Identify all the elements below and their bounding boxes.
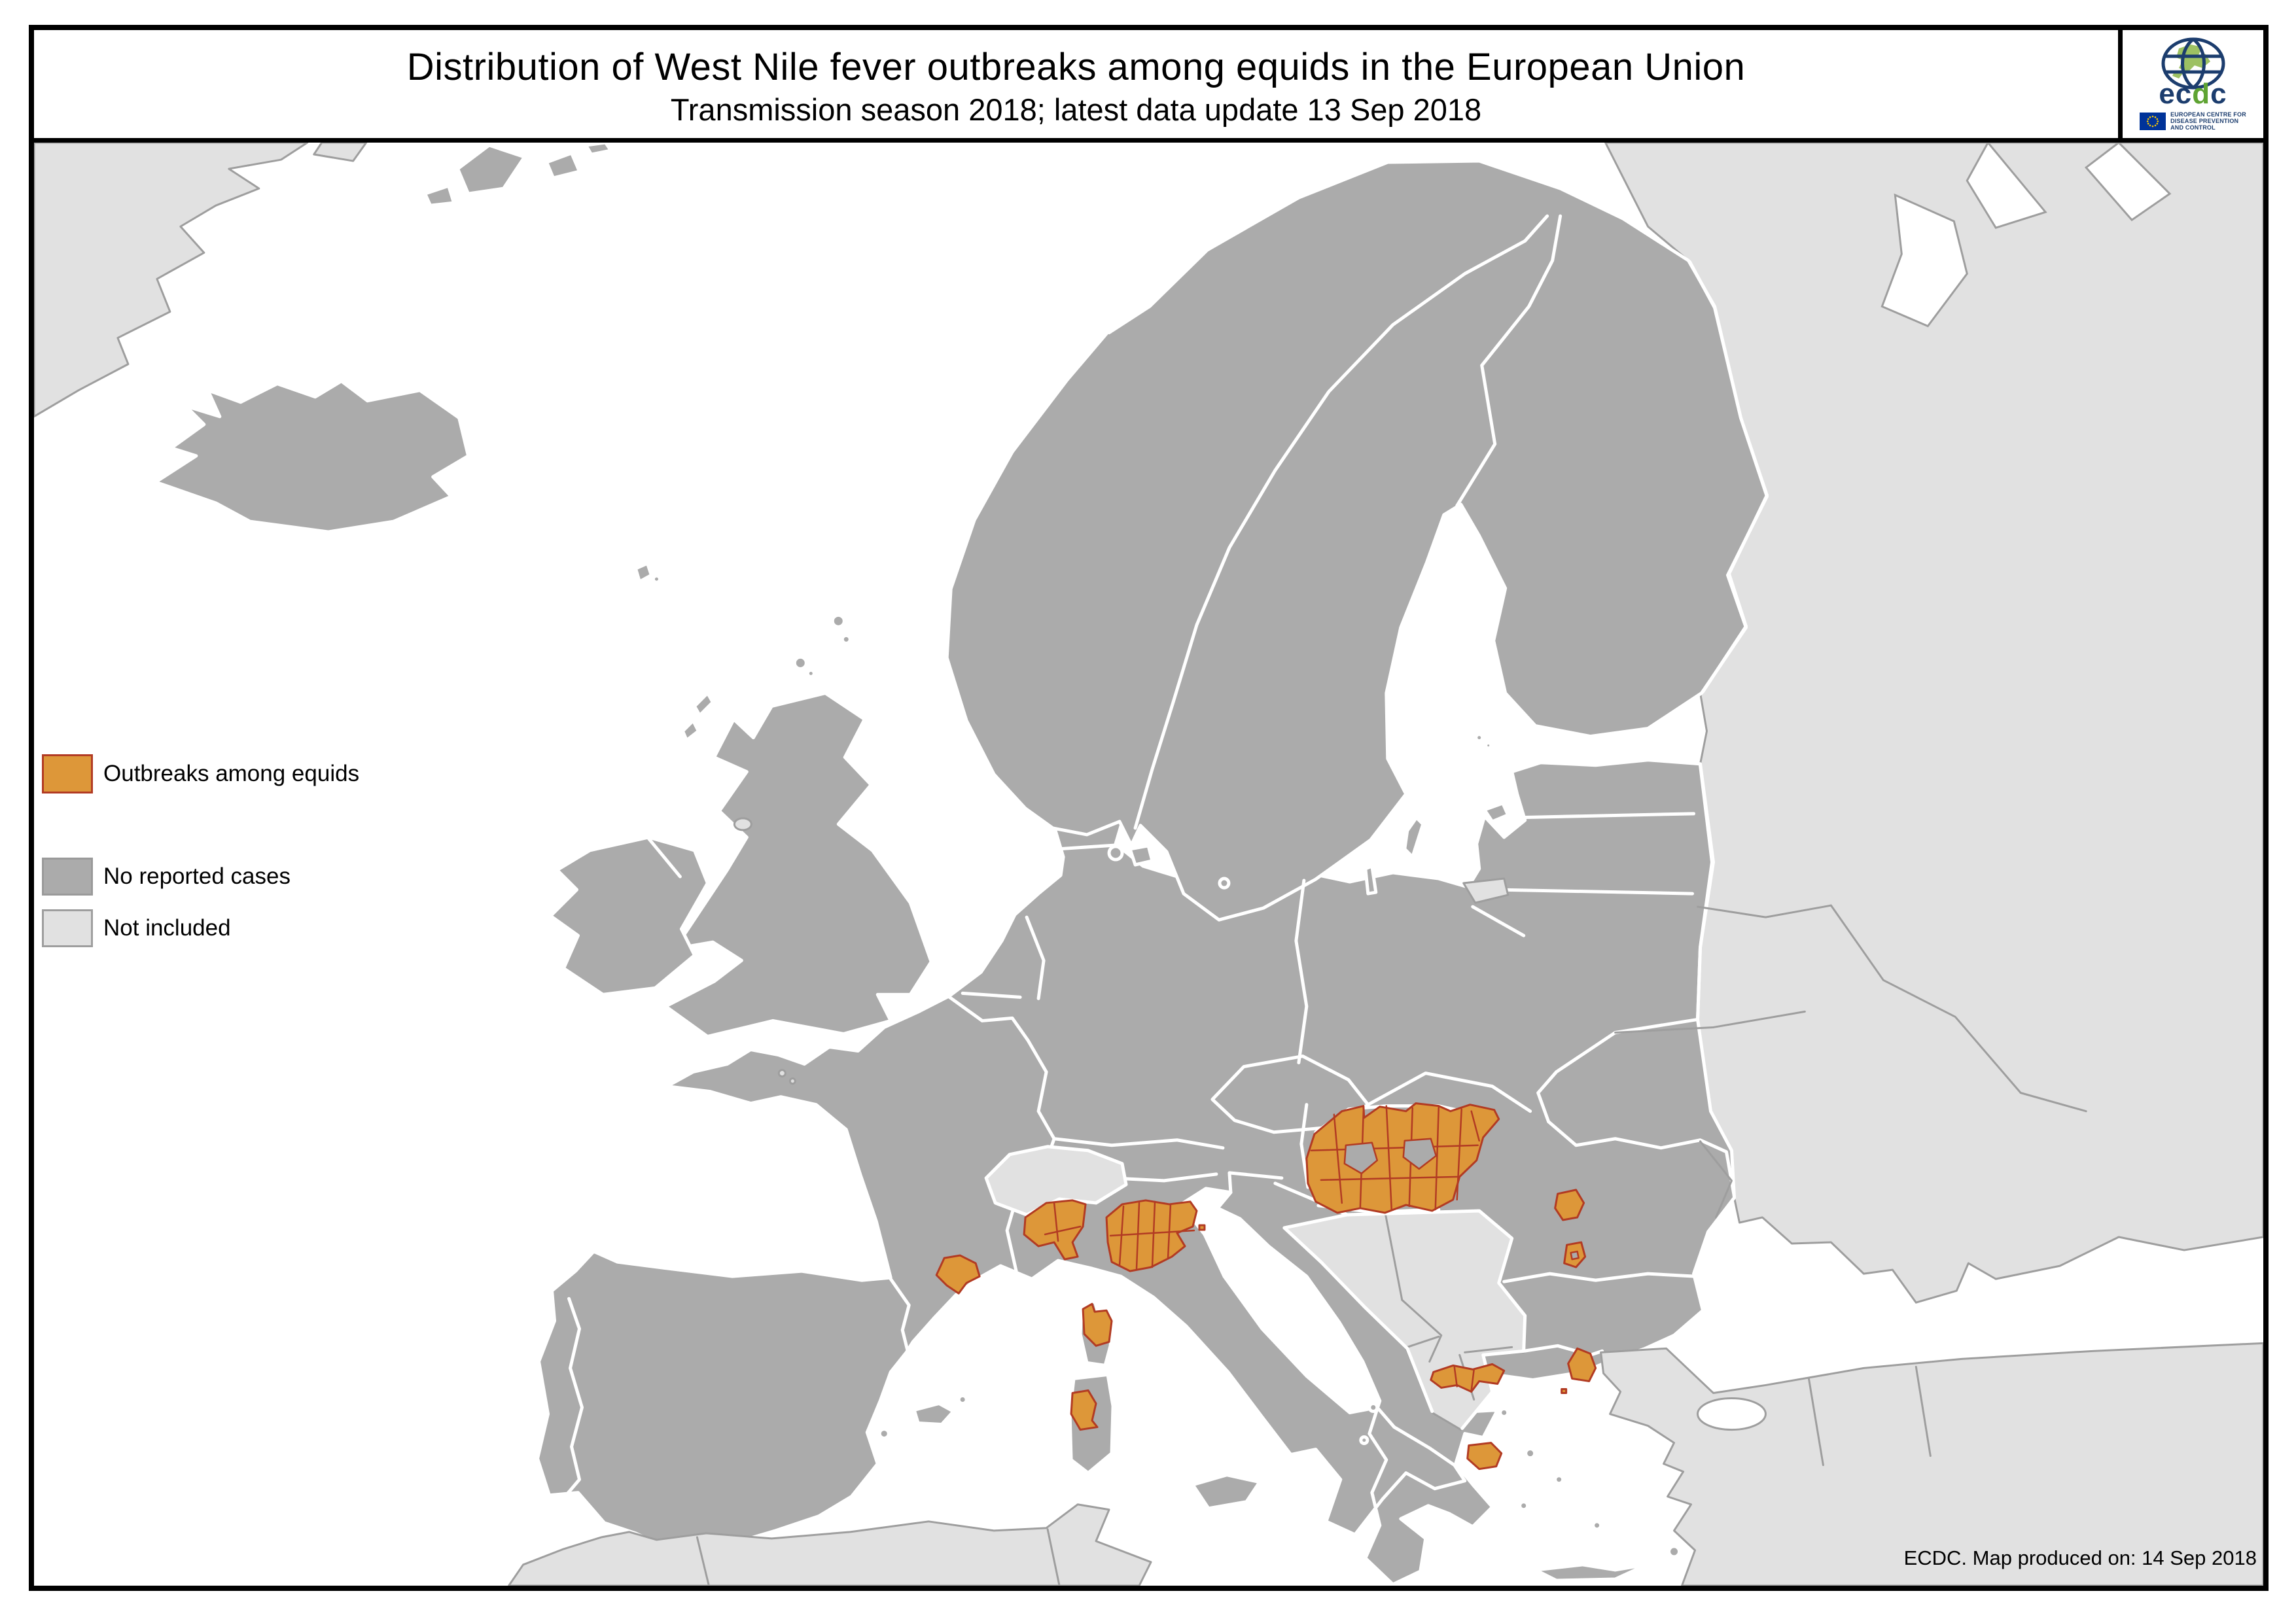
turkey-internal-borders — [1807, 1365, 1932, 1467]
small-excluded-islands — [733, 817, 796, 1085]
legend-item-outbreaks: Outbreaks among equids — [42, 754, 359, 793]
legend-label-no-cases: No reported cases — [103, 863, 291, 889]
outbreak-region-corsica — [1082, 1302, 1113, 1347]
greece-north-lines — [1453, 1366, 1475, 1391]
eu-flag-icon — [2140, 112, 2166, 130]
legend-item-no-cases: No reported cases — [42, 858, 291, 896]
outbreak-regions — [935, 1102, 1597, 1471]
outbreak-region-romania-center — [1554, 1189, 1585, 1221]
outbreak-dot-thrace — [1561, 1387, 1568, 1394]
legend-swatch-not-included — [42, 909, 93, 947]
outbreak-dot-venice — [1198, 1224, 1206, 1231]
sea-of-marmara — [1697, 1397, 1767, 1431]
outbreak-region-herault — [935, 1254, 981, 1295]
country-iceland — [154, 379, 470, 534]
ecdc-globe-icon — [2161, 37, 2225, 90]
outbreak-region-bulgaria-se — [1567, 1347, 1597, 1382]
not-included-internal-borders — [1614, 904, 2087, 1219]
ecdc-org-name: EUROPEAN CENTRE FOR DISEASE PREVENTION A… — [2170, 111, 2246, 131]
romania-south-hole — [1570, 1250, 1580, 1261]
outbreak-region-greece-north — [1430, 1363, 1506, 1393]
isle-of-man — [733, 817, 752, 831]
hungary-hole-west — [1343, 1142, 1379, 1175]
outbreak-region-sardinia — [1070, 1389, 1099, 1431]
outbreak-region-piedmont — [1023, 1199, 1087, 1261]
legend-item-not-included: Not included — [42, 909, 231, 947]
legend-swatch-outbreaks — [42, 754, 93, 793]
title-band: Distribution of West Nile fever outbreak… — [34, 30, 2263, 143]
islands-north-atlantic — [423, 143, 852, 742]
page-title: Distribution of West Nile fever outbreak… — [406, 46, 1746, 89]
hungary-hole-east — [1402, 1138, 1437, 1170]
island-crete — [1534, 1563, 1649, 1582]
page-subtitle: Transmission season 2018; latest data up… — [670, 92, 1482, 127]
country-turkey — [1600, 1342, 2263, 1586]
country-greenland — [34, 143, 309, 418]
country-switzerland — [984, 1145, 1128, 1217]
title-block: Distribution of West Nile fever outbreak… — [34, 30, 2118, 138]
outbreak-region-po-valley — [1105, 1199, 1198, 1272]
country-ireland — [549, 835, 709, 996]
ecdc-wordmark: ecdc — [2159, 78, 2227, 111]
europe-map — [34, 143, 2263, 1586]
region-north-africa — [508, 1503, 1152, 1586]
island-mallorca — [912, 1401, 955, 1427]
outbreak-region-greece-central — [1466, 1442, 1503, 1471]
map-area: Outbreaks among equids No reported cases… — [34, 143, 2263, 1586]
map-frame: Distribution of West Nile fever outbreak… — [29, 25, 2269, 1591]
country-united-kingdom — [663, 691, 933, 1038]
island-sicily — [1191, 1473, 1262, 1510]
legend-label-not-included: Not included — [103, 915, 231, 941]
po-valley-lines — [1109, 1200, 1195, 1270]
region-kaliningrad — [1462, 877, 1510, 904]
map-attribution: ECDC. Map produced on: 14 Sep 2018 — [1903, 1546, 2257, 1569]
region-scandinavia — [945, 159, 1769, 922]
country-greenland-ne — [313, 143, 368, 162]
legend-swatch-no-cases — [42, 858, 93, 896]
ecdc-logo: ecdc EUROPEAN CENTRE FOR DISEASE PR — [2118, 30, 2263, 138]
white-sea-patches — [1881, 143, 2172, 328]
piedmont-lines — [1044, 1202, 1082, 1242]
legend-label-outbreaks: Outbreaks among equids — [103, 761, 360, 786]
islands-baltic-and-danish — [1107, 733, 1510, 896]
ecdc-logo-bottom: EUROPEAN CENTRE FOR DISEASE PREVENTION A… — [2140, 111, 2246, 131]
africa-internal-borders — [696, 1528, 1061, 1586]
